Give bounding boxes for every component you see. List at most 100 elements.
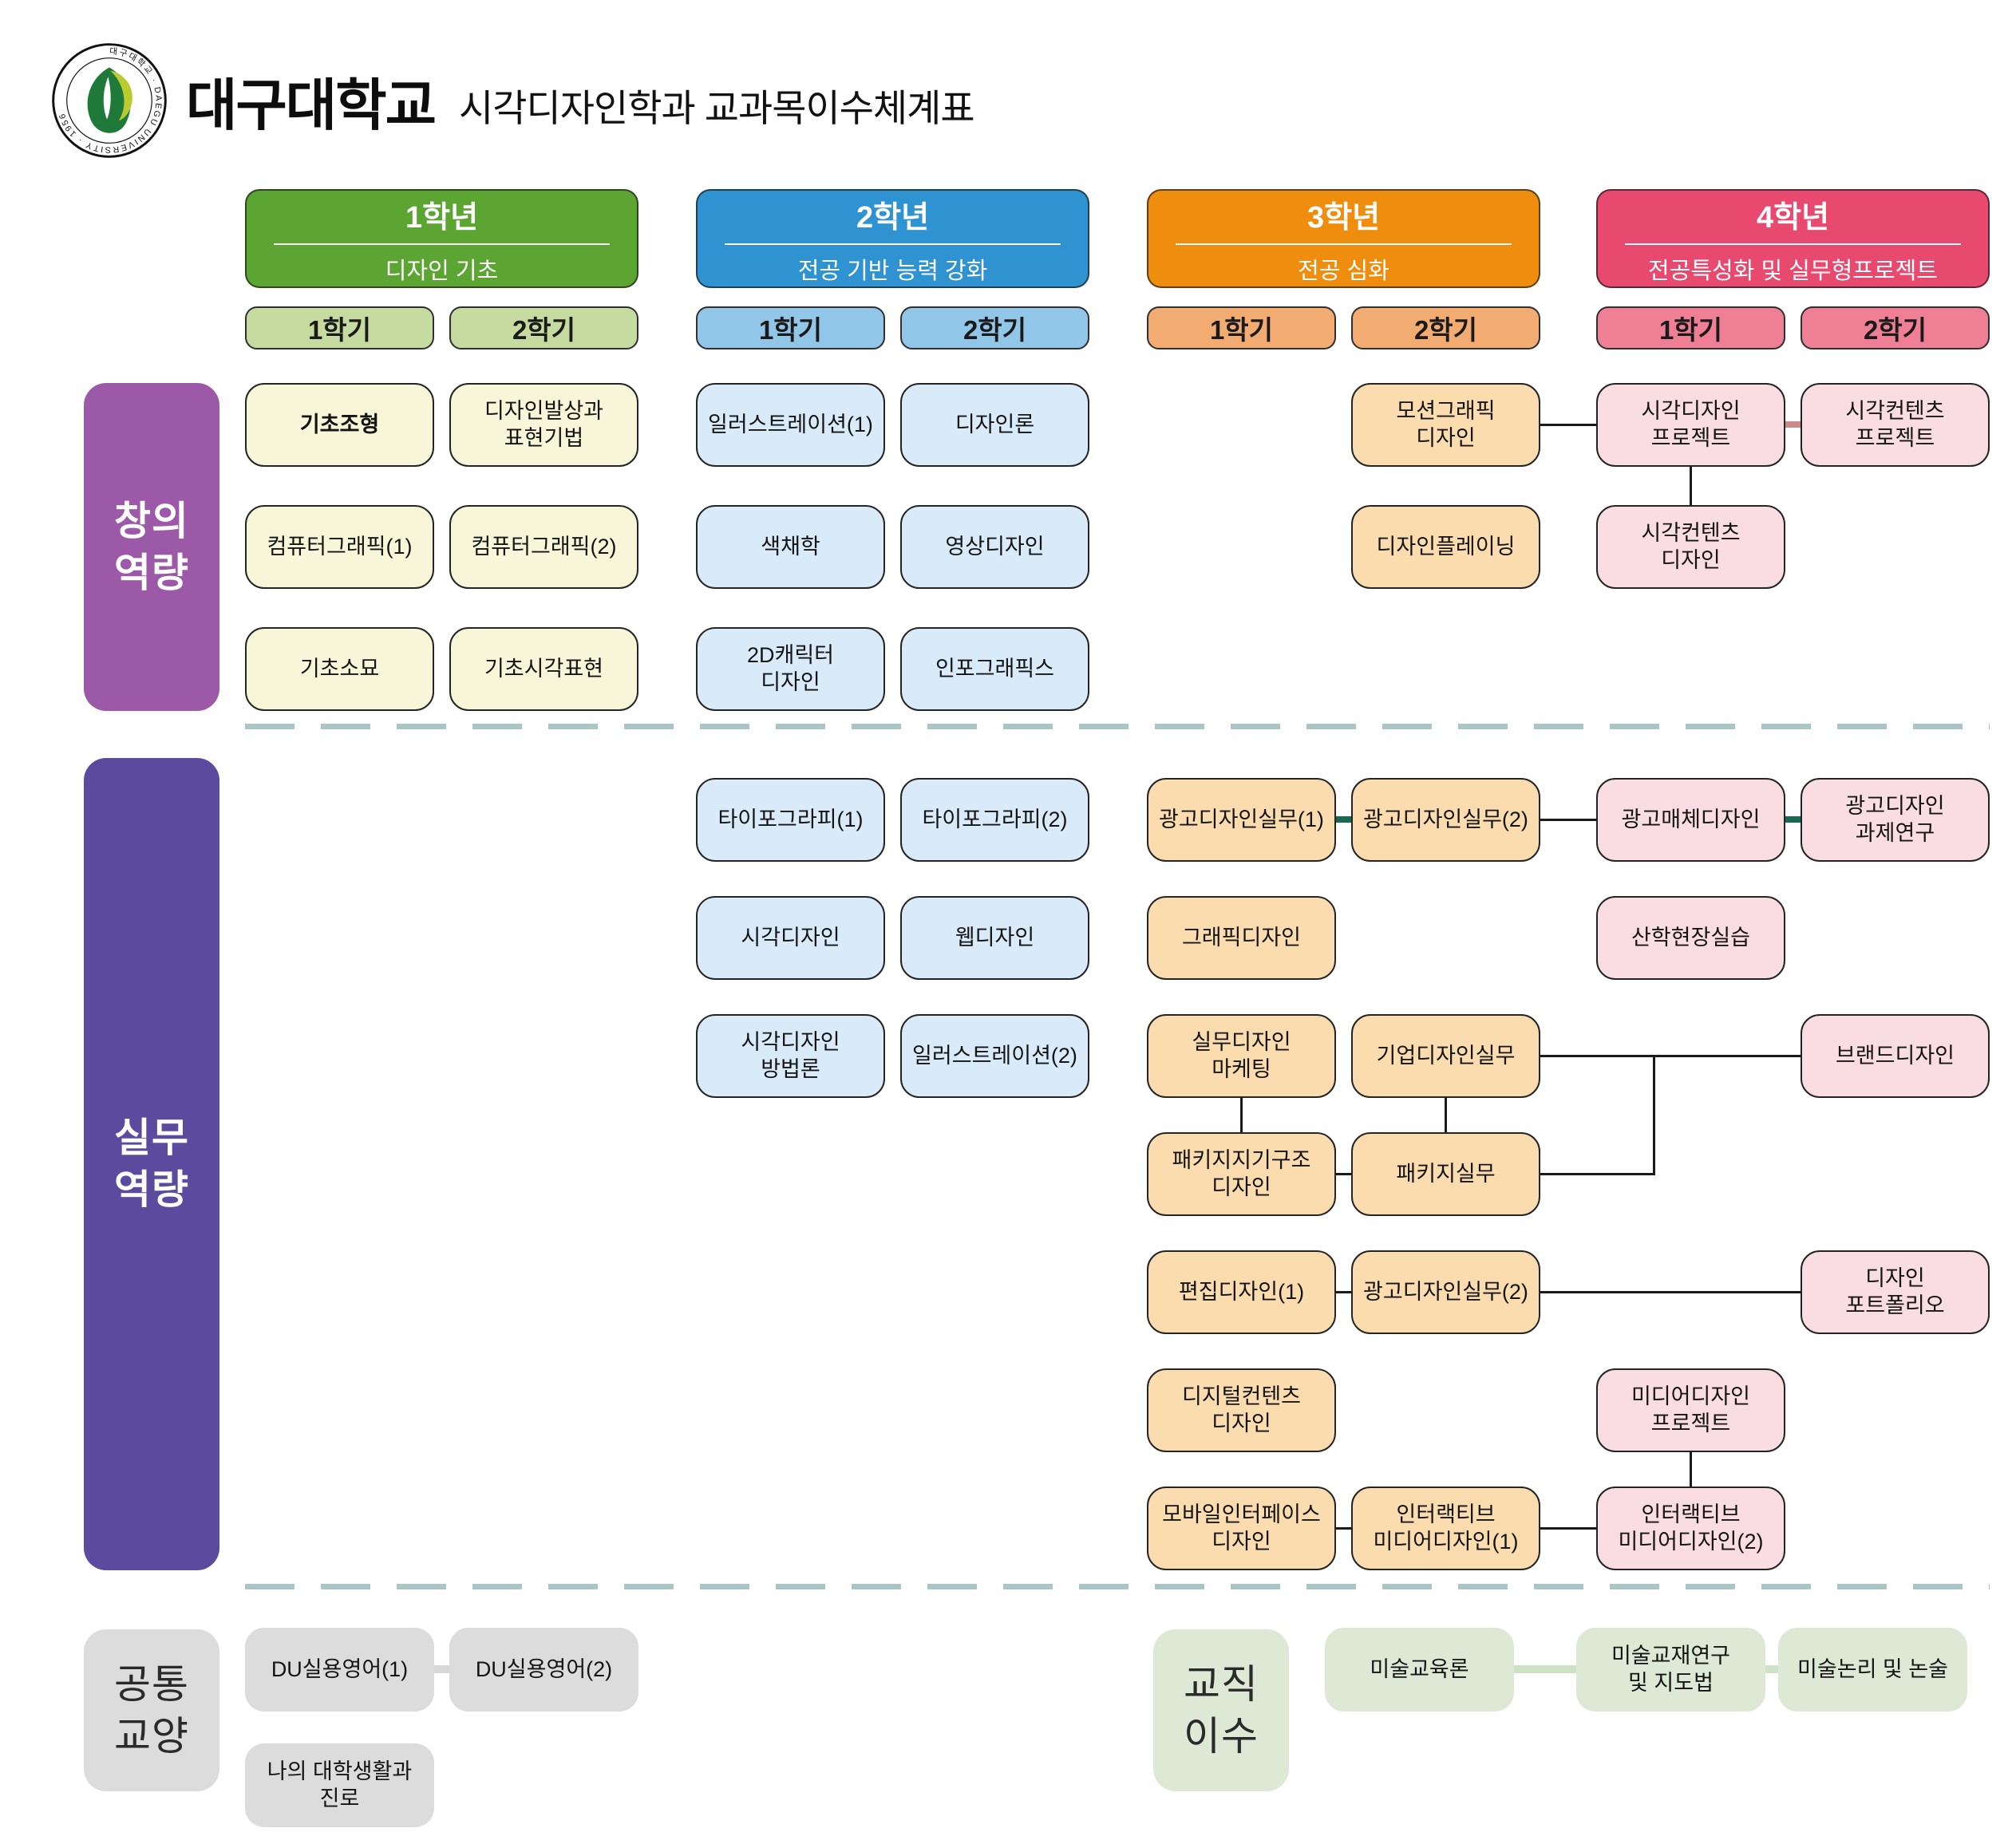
year-1-header: 1학년 디자인 기초 — [245, 189, 638, 288]
year-3-sem-2-chip: 2학기 — [1351, 306, 1540, 349]
course-digital-contents: 디지털컨텐츠 디자인 — [1147, 1368, 1336, 1452]
connector-mobile-to-interactive1 — [1336, 1527, 1351, 1530]
year-2-theme: 전공 기반 능력 강화 — [797, 258, 988, 284]
course-video-design: 영상디자인 — [900, 505, 1089, 589]
course-color-science: 색채학 — [696, 505, 885, 589]
course-visual-design: 시각디자인 — [696, 896, 885, 980]
year-4-theme: 전공특성화 및 실무형프로젝트 — [1648, 258, 1938, 284]
logo-leaf-vein — [103, 77, 111, 120]
course-ad-design-2b: 광고디자인실무(2) — [1351, 1250, 1540, 1334]
course-design-portfolio: 디자인 포트폴리오 — [1801, 1250, 1990, 1334]
course-visual-contents-design: 시각컨텐츠 디자인 — [1596, 505, 1785, 589]
year-3-title: 3학년 — [1306, 200, 1381, 235]
connector-junction-vertical — [1653, 1056, 1655, 1175]
separator-practical-bottom — [245, 1584, 1990, 1589]
course-ad-design-2: 광고디자인실무(2) — [1351, 778, 1540, 862]
course-art-materials: 미술교재연구 및 지도법 — [1576, 1628, 1765, 1712]
logo-leaf-light — [110, 71, 132, 121]
year-3-sem-1-chip: 1학기 — [1147, 306, 1336, 349]
connector-vdproject-to-vcdesign — [1690, 467, 1692, 505]
connector-editorial-to-addesign2b — [1336, 1291, 1351, 1293]
course-package-practice: 패키지실무 — [1351, 1132, 1540, 1216]
connector-corporate-to-packagepractice — [1445, 1098, 1447, 1132]
connector-packagestructure-to-packagepractice — [1336, 1173, 1351, 1175]
course-basic-visual: 기초시각표현 — [449, 627, 638, 711]
year-1-title: 1학년 — [405, 200, 479, 235]
course-media-design-project: 미디어디자인 프로젝트 — [1596, 1368, 1785, 1452]
course-mobile-interface: 모바일인터페이스 디자인 — [1147, 1487, 1336, 1570]
connector-artmaterials-to-artlogic — [1765, 1665, 1778, 1673]
course-brand-design: 브랜드디자인 — [1801, 1014, 1990, 1098]
course-design-planning: 디자인플레이닝 — [1351, 505, 1540, 589]
year-4-header: 4학년 전공특성화 및 실무형프로젝트 — [1596, 189, 1990, 288]
year-2-header: 2학년 전공 기반 능력 강화 — [696, 189, 1089, 288]
course-basic-form: 기초조형 — [245, 383, 434, 467]
year-2-sem-2-chip: 2학기 — [900, 306, 1089, 349]
course-visual-contents-project: 시각컨텐츠 프로젝트 — [1801, 383, 1990, 467]
course-field-practice: 산학현장실습 — [1596, 896, 1785, 980]
connector-admedia-to-adresearch — [1785, 816, 1801, 823]
course-2d-character: 2D캐릭터 디자인 — [696, 627, 885, 711]
course-my-college-life: 나의 대학생활과 진로 — [245, 1743, 434, 1827]
university-name: 대구대학교 — [186, 73, 437, 136]
connector-arteducation-to-artmaterials — [1514, 1665, 1576, 1673]
year-4-sem-2-chip: 2학기 — [1801, 306, 1990, 349]
year-1-theme: 디자인 기초 — [385, 258, 499, 284]
course-editorial-design-1: 편집디자인(1) — [1147, 1250, 1336, 1334]
course-typography-2: 타이포그라피(2) — [900, 778, 1089, 862]
course-package-structure: 패키지지기구조 디자인 — [1147, 1132, 1336, 1216]
connector-mediaproject-to-interactive2 — [1690, 1452, 1692, 1487]
course-art-education: 미술교육론 — [1325, 1628, 1514, 1712]
course-du-english-2: DU실용영어(2) — [449, 1628, 638, 1712]
course-computer-graphics-1: 컴퓨터그래픽(1) — [245, 505, 434, 589]
connector-interactive1-to-interactive2 — [1540, 1527, 1596, 1530]
course-web-design: 웹디자인 — [900, 896, 1089, 980]
connector-marketing-to-packagestructure — [1240, 1098, 1243, 1132]
section-label-common: 공통 교양 — [84, 1629, 219, 1791]
course-illustration-2: 일러스트레이션(2) — [900, 1014, 1089, 1098]
year-2-divider — [725, 243, 1061, 245]
year-3-theme: 전공 심화 — [1298, 258, 1389, 284]
course-ad-design-1: 광고디자인실무(1) — [1147, 778, 1336, 862]
course-computer-graphics-2: 컴퓨터그래픽(2) — [449, 505, 638, 589]
course-visual-design-method: 시각디자인 방법론 — [696, 1014, 885, 1098]
year-4-title: 4학년 — [1756, 200, 1830, 235]
course-visual-design-project: 시각디자인 프로젝트 — [1596, 383, 1785, 467]
course-du-english-1: DU실용영어(1) — [245, 1628, 434, 1712]
connector-addesign1-to-addesign2 — [1336, 816, 1351, 823]
course-motion-graphic: 모션그래픽 디자인 — [1351, 383, 1540, 467]
year-1-sem-2-chip: 2학기 — [449, 306, 638, 349]
section-label-creative: 창의 역량 — [84, 383, 219, 711]
course-illustration-1: 일러스트레이션(1) — [696, 383, 885, 467]
separator-creative-practical — [245, 724, 1990, 729]
course-ad-media-design: 광고매체디자인 — [1596, 778, 1785, 862]
year-4-sem-1-chip: 1학기 — [1596, 306, 1785, 349]
year-1-divider — [274, 243, 610, 245]
section-label-teaching: 교직 이수 — [1153, 1629, 1289, 1791]
section-label-practical: 실무 역량 — [84, 758, 219, 1570]
course-graphic-design: 그래픽디자인 — [1147, 896, 1336, 980]
university-logo-icon: 대구대학교 · DAEGU UNIVERSITY · 1956 — [52, 43, 167, 158]
course-typography-1: 타이포그라피(1) — [696, 778, 885, 862]
connector-packagepractice-to-junction — [1540, 1173, 1654, 1175]
connector-corporate-to-branddesign — [1540, 1055, 1801, 1057]
connector-vdproject-to-vcproject — [1785, 421, 1801, 428]
year-3-divider — [1176, 243, 1512, 245]
year-3-header: 3학년 전공 심화 — [1147, 189, 1540, 288]
course-art-logic: 미술논리 및 논술 — [1778, 1628, 1967, 1712]
year-2-title: 2학년 — [856, 200, 930, 235]
course-corporate-design: 기업디자인실무 — [1351, 1014, 1540, 1098]
course-design-ideation: 디자인발상과 표현기법 — [449, 383, 638, 467]
connector-duenglish1-to-duenglish2 — [434, 1665, 449, 1673]
course-infographics: 인포그래픽스 — [900, 627, 1089, 711]
year-2-sem-1-chip: 1학기 — [696, 306, 885, 349]
course-practical-marketing: 실무디자인 마케팅 — [1147, 1014, 1336, 1098]
course-ad-research: 광고디자인 과제연구 — [1801, 778, 1990, 862]
course-design-theory: 디자인론 — [900, 383, 1089, 467]
year-1-sem-1-chip: 1학기 — [245, 306, 434, 349]
course-basic-drawing: 기초소묘 — [245, 627, 434, 711]
connector-motion-to-vdproject — [1540, 424, 1596, 426]
page-title: 시각디자인학과 교과목이수체계표 — [459, 86, 975, 129]
course-interactive-media-2: 인터랙티브 미디어디자인(2) — [1596, 1487, 1785, 1570]
